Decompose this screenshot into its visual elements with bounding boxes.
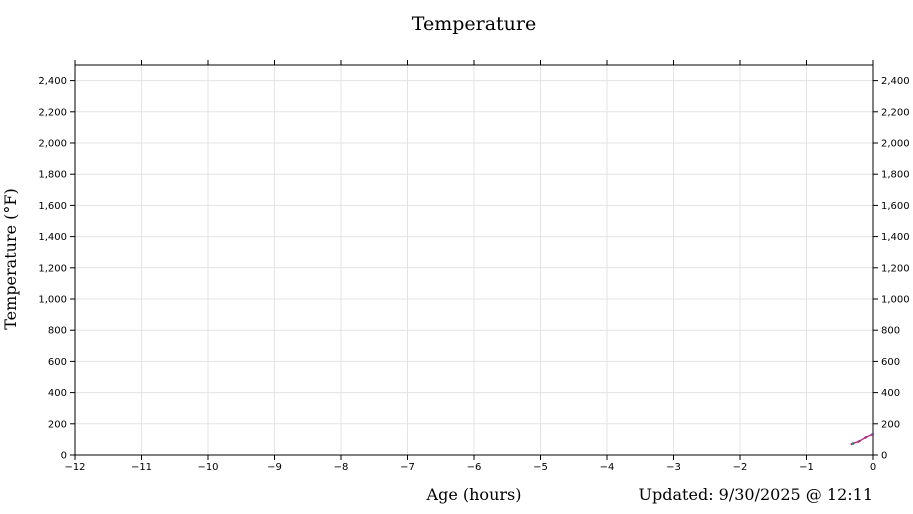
y-tick-label-left: 600 bbox=[48, 357, 67, 368]
y-axis-label: Temperature (°F) bbox=[1, 188, 20, 330]
x-tick-label: −6 bbox=[467, 462, 482, 473]
x-tick-label: −9 bbox=[267, 462, 282, 473]
x-tick-label: 0 bbox=[870, 462, 876, 473]
x-tick-label: −1 bbox=[799, 462, 814, 473]
series-point bbox=[870, 433, 873, 436]
grid-layer bbox=[74, 65, 874, 456]
y-tick-label-right: 1,800 bbox=[881, 170, 910, 181]
y-tick-label-left: 200 bbox=[48, 419, 67, 430]
y-tick-label-left: 2,400 bbox=[38, 76, 67, 87]
y-tick-label-right: 1,000 bbox=[881, 295, 910, 306]
y-tick-label-right: 800 bbox=[881, 326, 900, 337]
y-tick-label-right: 2,000 bbox=[881, 139, 910, 150]
y-tick-label-right: 1,200 bbox=[881, 263, 910, 274]
y-tick-label-right: 600 bbox=[881, 357, 900, 368]
label-layer: Temperature Age (hours) Temperature (°F)… bbox=[1, 13, 873, 504]
x-tick-label: −2 bbox=[733, 462, 748, 473]
y-tick-label-right: 400 bbox=[881, 388, 900, 399]
updated-timestamp: Updated: 9/30/2025 @ 12:11 bbox=[639, 485, 873, 504]
x-axis-label: Age (hours) bbox=[426, 485, 522, 504]
series-line bbox=[851, 434, 872, 445]
y-tick-label-left: 1,400 bbox=[38, 232, 67, 243]
x-tick-label: −12 bbox=[64, 462, 85, 473]
y-tick-label-left: 800 bbox=[48, 326, 67, 337]
y-tick-label-left: 0 bbox=[61, 451, 67, 462]
y-tick-label-left: 400 bbox=[48, 388, 67, 399]
series-point bbox=[857, 440, 860, 443]
x-tick-label: −10 bbox=[197, 462, 218, 473]
x-tick-label: −5 bbox=[533, 462, 548, 473]
y-tick-label-right: 0 bbox=[881, 451, 887, 462]
chart-title: Temperature bbox=[412, 13, 536, 35]
x-tick-label: −7 bbox=[400, 462, 415, 473]
series-layer bbox=[850, 432, 875, 446]
x-tick-label: −8 bbox=[334, 462, 349, 473]
y-tick-label-right: 1,600 bbox=[881, 201, 910, 212]
x-tick-label: −4 bbox=[600, 462, 615, 473]
y-tick-label-left: 1,200 bbox=[38, 263, 67, 274]
y-tick-label-left: 2,200 bbox=[38, 107, 67, 118]
y-tick-label-left: 1,600 bbox=[38, 201, 67, 212]
series-point bbox=[851, 442, 855, 445]
y-tick-label-right: 200 bbox=[881, 419, 900, 430]
y-tick-label-right: 1,400 bbox=[881, 232, 910, 243]
y-tick-label-right: 2,400 bbox=[881, 76, 910, 87]
y-tick-label-left: 2,000 bbox=[38, 139, 67, 150]
series-point bbox=[863, 436, 867, 440]
x-tick-label: −3 bbox=[666, 462, 681, 473]
y-tick-label-left: 1,000 bbox=[38, 295, 67, 306]
y-tick-label-left: 1,800 bbox=[38, 170, 67, 181]
x-tick-label: −11 bbox=[131, 462, 152, 473]
y-tick-label-right: 2,200 bbox=[881, 107, 910, 118]
